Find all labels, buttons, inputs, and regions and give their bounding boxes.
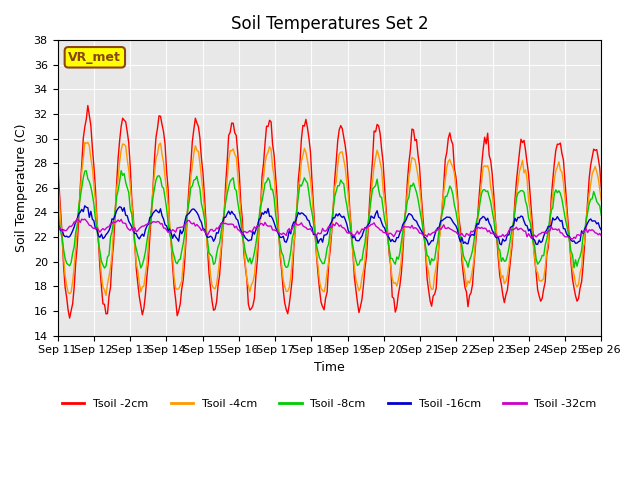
X-axis label: Time: Time <box>314 361 345 374</box>
Legend: Tsoil -2cm, Tsoil -4cm, Tsoil -8cm, Tsoil -16cm, Tsoil -32cm: Tsoil -2cm, Tsoil -4cm, Tsoil -8cm, Tsoi… <box>58 395 601 413</box>
Y-axis label: Soil Temperature (C): Soil Temperature (C) <box>15 124 28 252</box>
Title: Soil Temperatures Set 2: Soil Temperatures Set 2 <box>230 15 428 33</box>
Text: VR_met: VR_met <box>68 51 121 64</box>
